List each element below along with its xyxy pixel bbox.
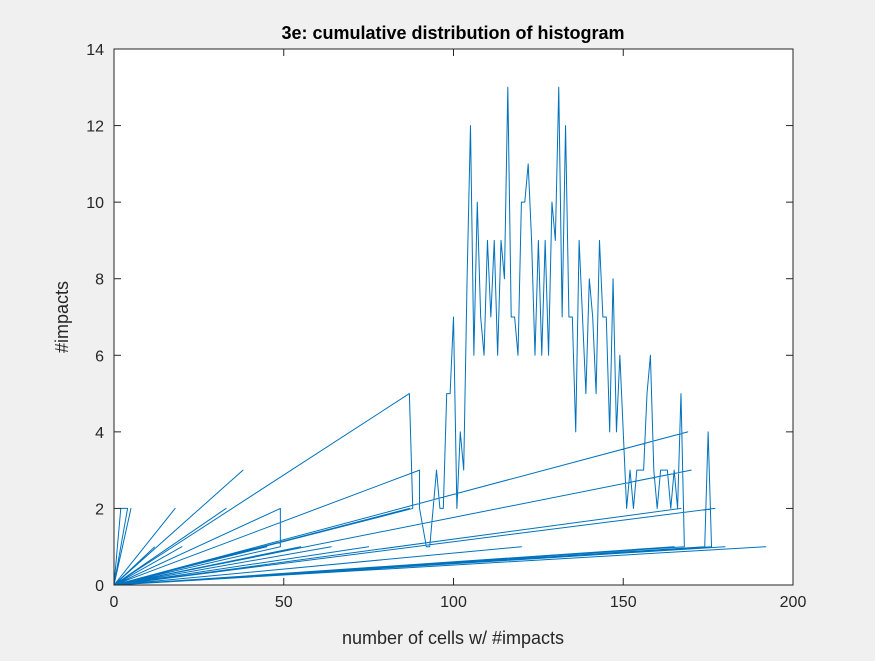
y-tick-label: 14 [86, 42, 104, 59]
y-axis-label: #impacts [52, 281, 72, 353]
x-tick-label: 100 [440, 594, 467, 611]
y-tick-label: 6 [95, 348, 104, 365]
y-tick-label: 0 [95, 578, 104, 595]
x-axis: 0 50 100 150 200 [110, 49, 807, 611]
plot-area [113, 86, 767, 586]
y-tick-label: 10 [86, 195, 104, 212]
x-tick-label: 50 [275, 594, 293, 611]
series-line [113, 86, 767, 586]
y-axis: 0 2 4 6 8 10 12 14 [86, 42, 793, 595]
x-axis-label: number of cells w/ #impacts [342, 628, 564, 648]
x-tick-label: 0 [110, 594, 119, 611]
y-tick-label: 4 [95, 425, 104, 442]
y-tick-label: 8 [95, 272, 104, 289]
x-tick-label: 200 [780, 594, 807, 611]
x-tick-label: 150 [610, 594, 637, 611]
y-tick-label: 2 [95, 501, 104, 518]
chart-title: 3e: cumulative distribution of histogram [281, 23, 624, 43]
y-tick-label: 12 [86, 119, 104, 136]
